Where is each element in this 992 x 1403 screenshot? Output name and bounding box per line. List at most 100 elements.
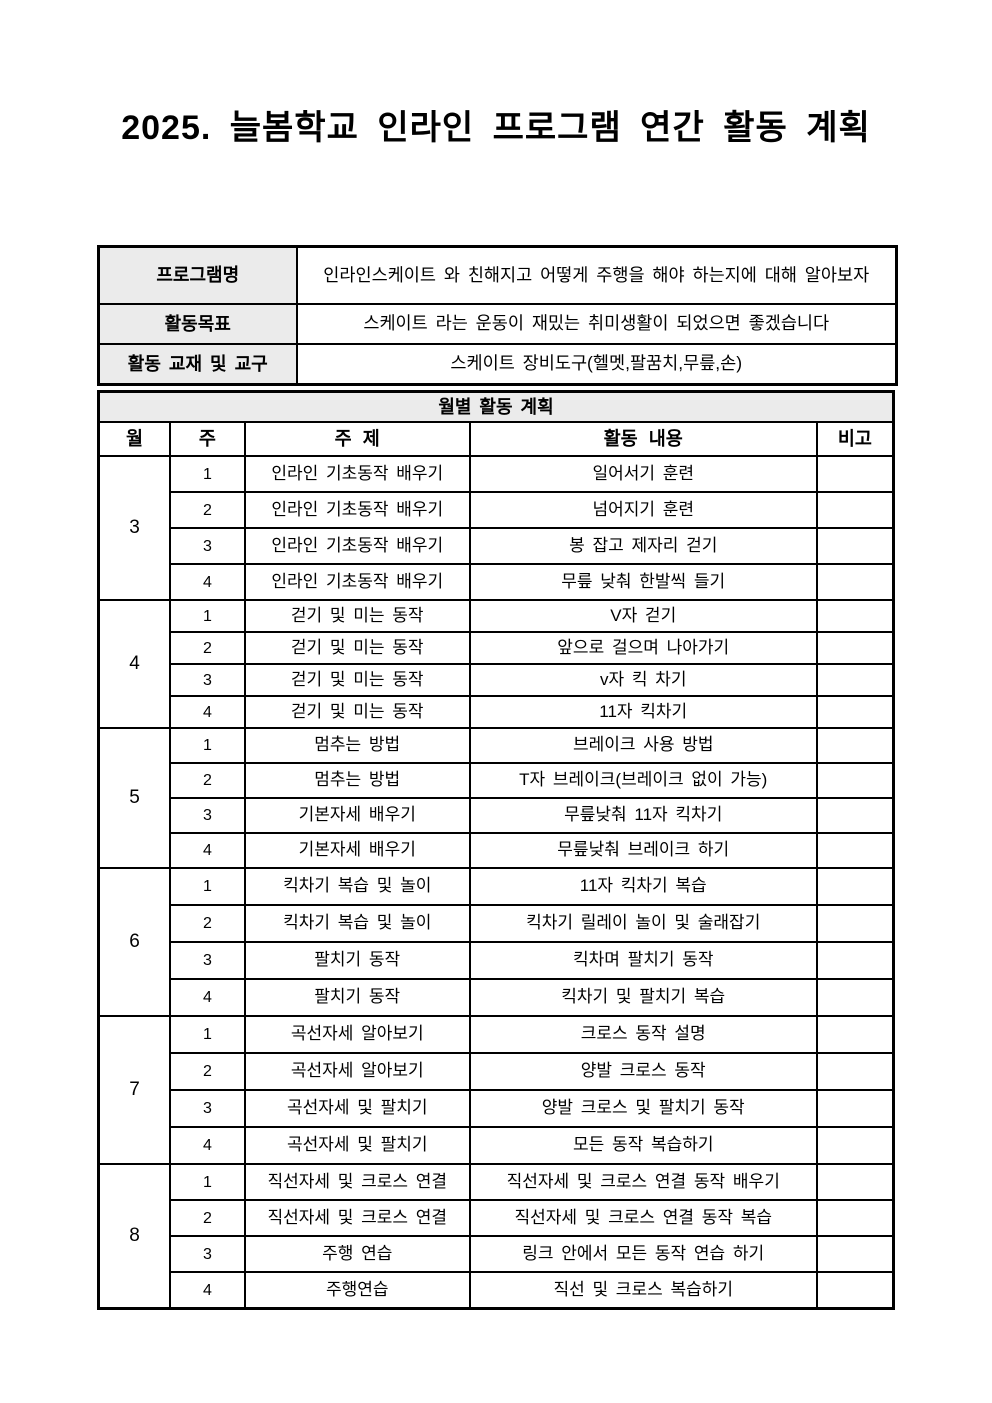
month-cell: 8	[97, 1163, 172, 1310]
month-cell: 5	[97, 727, 172, 870]
activity-cell: 11자 킥차기 복습	[468, 867, 818, 907]
week-cell: 4	[169, 978, 246, 1018]
program-info-table: 프로그램명 인라인스케이트 와 친해지고 어떻게 주행을 해야 하는지에 대해 …	[97, 245, 898, 386]
topic-cell: 인라인 기초동작 배우기	[243, 455, 471, 494]
week-cell: 1	[169, 867, 246, 907]
topic-cell: 주행 연습	[243, 1235, 471, 1274]
monthly-plan-table: 월별 활동 계획 월 주 주 제 활동 내용 비고 3 1 인라인 기초동작 배우기…	[97, 390, 895, 1311]
note-cell	[815, 904, 895, 944]
activity-cell: 양발 크로스 동작	[468, 1052, 818, 1092]
note-cell	[815, 1163, 895, 1202]
info-value-materials: 스케이트 장비도구(헬멧,팔꿈치,무릎,손)	[295, 343, 898, 386]
table-row: 2 킥차기 복습 및 놀이 킥차기 릴레이 놀이 및 술래잡기	[99, 904, 895, 944]
week-cell: 3	[169, 1235, 246, 1274]
note-cell	[815, 1199, 895, 1238]
info-value-program-name: 인라인스케이트 와 친해지고 어떻게 주행을 해야 하는지에 대해 알아보자	[295, 245, 898, 305]
week-cell: 4	[169, 1271, 246, 1310]
activity-cell: 킥차기 릴레이 놀이 및 술래잡기	[468, 904, 818, 944]
info-label-program-name: 프로그램명	[97, 245, 298, 305]
topic-cell: 주행연습	[243, 1271, 471, 1310]
info-value-activity-goal: 스케이트 라는 운동이 재밌는 취미생활이 되었으면 좋겠습니다	[295, 303, 898, 345]
activity-cell: 무릎 낮춰 한발씩 들기	[468, 563, 818, 602]
note-cell	[815, 867, 895, 907]
month-cell: 4	[97, 599, 172, 730]
activity-cell: T자 브레이크(브레이크 없이 가능)	[468, 762, 818, 800]
note-cell	[815, 727, 895, 765]
table-row: 3 주행 연습 링크 안에서 모든 동작 연습 하기	[99, 1235, 895, 1274]
activity-cell: 킥차며 팔치기 동작	[468, 941, 818, 981]
week-cell: 2	[169, 1052, 246, 1092]
tables-container: 프로그램명 인라인스케이트 와 친해지고 어떻게 주행을 해야 하는지에 대해 …	[97, 245, 898, 1311]
week-cell: 1	[169, 1015, 246, 1055]
topic-cell: 인라인 기초동작 배우기	[243, 563, 471, 602]
month-cell: 3	[97, 455, 172, 602]
week-cell: 1	[169, 1163, 246, 1202]
week-cell: 3	[169, 1089, 246, 1129]
activity-cell: 양발 크로스 및 팔치기 동작	[468, 1089, 818, 1129]
note-cell	[815, 941, 895, 981]
activity-cell: 크로스 동작 설명	[468, 1015, 818, 1055]
topic-cell: 직선자세 및 크로스 연결	[243, 1199, 471, 1238]
activity-cell: 무릎낮춰 브레이크 하기	[468, 832, 818, 870]
note-cell	[815, 695, 895, 730]
table-row: 3 인라인 기초동작 배우기 봉 잡고 제자리 걷기	[99, 527, 895, 566]
week-cell: 2	[169, 491, 246, 530]
topic-cell: 인라인 기초동작 배우기	[243, 527, 471, 566]
week-cell: 4	[169, 1126, 246, 1166]
table-row: 월별 활동 계획	[97, 390, 895, 424]
table-row: 4 곡선자세 및 팔치기 모든 동작 복습하기	[99, 1126, 895, 1166]
activity-cell: 무릎낮춰 11자 킥차기	[468, 797, 818, 835]
plan-table-body: 3 1 인라인 기초동작 배우기 일어서기 훈련 2 인라인 기초동작 배우기 넘어지기 훈…	[97, 455, 895, 1310]
note-cell	[815, 762, 895, 800]
note-cell	[815, 455, 895, 494]
week-cell: 1	[169, 727, 246, 765]
week-cell: 1	[169, 599, 246, 634]
topic-cell: 멈추는 방법	[243, 762, 471, 800]
week-cell: 4	[169, 695, 246, 730]
info-label-activity-goal: 활동목표	[97, 303, 298, 345]
topic-cell: 인라인 기초동작 배우기	[243, 491, 471, 530]
topic-cell: 곡선자세 알아보기	[243, 1052, 471, 1092]
activity-cell: 직선자세 및 크로스 연결 동작 배우기	[468, 1163, 818, 1202]
note-cell	[815, 491, 895, 530]
note-cell	[815, 599, 895, 634]
table-row: 2 직선자세 및 크로스 연결 직선자세 및 크로스 연결 동작 복습	[99, 1199, 895, 1238]
note-cell	[815, 527, 895, 566]
table-row: 3 기본자세 배우기 무릎낮춰 11자 킥차기	[99, 797, 895, 835]
topic-cell: 걷기 및 미는 동작	[243, 599, 471, 634]
col-header-topic: 주 제	[243, 421, 471, 458]
week-cell: 4	[169, 563, 246, 602]
table-row: 6 1 킥차기 복습 및 놀이 11자 킥차기 복습	[97, 867, 895, 1018]
table-row: 4 걷기 및 미는 동작 11자 킥차기	[99, 695, 895, 730]
week-cell: 4	[169, 832, 246, 870]
table-row: 4 1 걷기 및 미는 동작 V자 걷기	[97, 599, 895, 730]
topic-cell: 곡선자세 알아보기	[243, 1015, 471, 1055]
col-header-activity: 활동 내용	[468, 421, 818, 458]
note-cell	[815, 832, 895, 870]
note-cell	[815, 663, 895, 698]
table-row: 5 1 멈추는 방법 브레이크 사용 방법	[97, 727, 895, 870]
table-row: 2 곡선자세 알아보기 양발 크로스 동작	[99, 1052, 895, 1092]
table-row: 2 멈추는 방법 T자 브레이크(브레이크 없이 가능)	[99, 762, 895, 800]
table-row: 3 걷기 및 미는 동작 v자 킥 차기	[99, 663, 895, 698]
activity-cell: V자 걷기	[468, 599, 818, 634]
topic-cell: 곡선자세 및 팔치기	[243, 1089, 471, 1129]
table-row: 4 인라인 기초동작 배우기 무릎 낮춰 한발씩 들기	[99, 563, 895, 602]
activity-cell: v자 킥 차기	[468, 663, 818, 698]
note-cell	[815, 1052, 895, 1092]
table-row: 2 걷기 및 미는 동작 앞으로 걸으며 나아가기	[99, 631, 895, 666]
activity-cell: 봉 잡고 제자리 걷기	[468, 527, 818, 566]
table-row: 7 1 곡선자세 알아보기 크로스 동작 설명	[97, 1015, 895, 1166]
note-cell	[815, 631, 895, 666]
table-row: 4 기본자세 배우기 무릎낮춰 브레이크 하기	[99, 832, 895, 870]
note-cell	[815, 797, 895, 835]
col-header-note: 비고	[815, 421, 895, 458]
table-row: 2 인라인 기초동작 배우기 넘어지기 훈련	[99, 491, 895, 530]
topic-cell: 걷기 및 미는 동작	[243, 631, 471, 666]
activity-cell: 링크 안에서 모든 동작 연습 하기	[468, 1235, 818, 1274]
note-cell	[815, 1089, 895, 1129]
activity-cell: 일어서기 훈련	[468, 455, 818, 494]
topic-cell: 킥차기 복습 및 놀이	[243, 867, 471, 907]
week-cell: 2	[169, 904, 246, 944]
